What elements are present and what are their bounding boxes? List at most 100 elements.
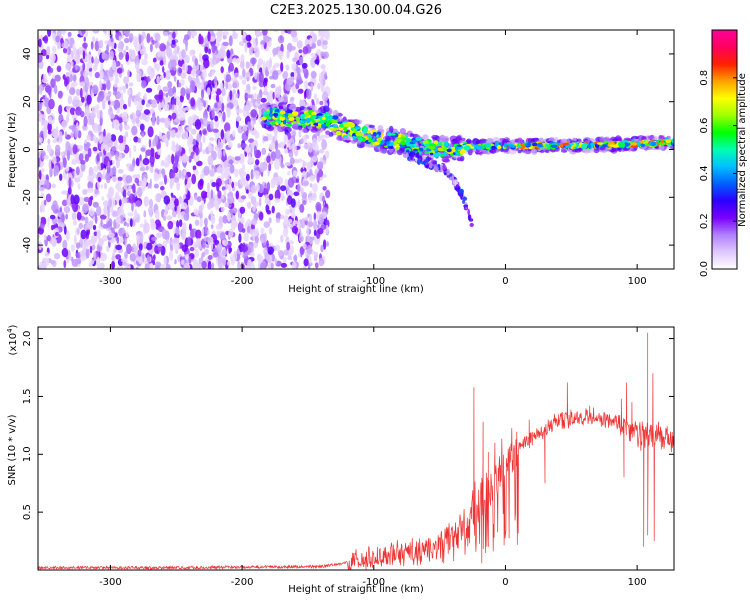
noise-cell: [293, 191, 300, 197]
noise-cell: [86, 94, 92, 105]
noise-cell: [207, 255, 213, 260]
noise-cell: [225, 130, 231, 139]
noise-cell: [118, 135, 124, 144]
noise-cell: [47, 129, 52, 135]
noise-cell: [140, 147, 146, 152]
noise-cell: [241, 54, 244, 63]
noise-cell: [107, 160, 110, 168]
noise-cell: [116, 67, 123, 74]
noise-cell: [43, 154, 49, 160]
noise-cell: [173, 64, 176, 72]
noise-cell: [122, 135, 126, 142]
noise-cell: [292, 170, 298, 177]
noise-cell: [293, 159, 300, 164]
noise-cell: [136, 266, 139, 269]
noise-cell: [54, 74, 61, 82]
noise-cell: [268, 193, 274, 201]
noise-cell: [293, 255, 298, 262]
noise-cell: [252, 57, 255, 67]
noise-cell: [115, 158, 120, 169]
noise-cell: [148, 138, 152, 148]
noise-cell: [165, 96, 171, 102]
trace-cell: [545, 143, 549, 147]
noise-cell: [154, 245, 159, 254]
noise-cell: [88, 166, 94, 177]
noise-cell: [251, 228, 258, 237]
trace-cell: [263, 111, 271, 115]
noise-cell: [245, 71, 251, 82]
noise-cell: [310, 70, 317, 79]
noise-cell: [194, 58, 198, 66]
trace-cell: [352, 135, 357, 140]
noise-cell: [132, 183, 136, 194]
noise-cell: [319, 30, 324, 38]
trace-cell: [641, 135, 647, 141]
noise-cell: [223, 148, 226, 157]
trace-cell: [437, 142, 442, 147]
noise-cell: [273, 62, 280, 68]
noise-cell: [72, 74, 77, 82]
noise-cell: [102, 234, 108, 242]
noise-cell: [38, 38, 42, 48]
trace-cell: [316, 125, 322, 129]
noise-cell: [222, 111, 226, 123]
noise-cell: [172, 237, 180, 244]
noise-cell: [114, 77, 120, 84]
noise-cell: [191, 173, 197, 185]
trace-cell: [331, 115, 339, 120]
noise-cell: [152, 254, 156, 261]
noise-cell: [61, 190, 68, 195]
noise-cell: [65, 62, 72, 71]
trace-cell: [386, 141, 390, 145]
noise-cell: [267, 199, 271, 207]
noise-cell: [143, 109, 151, 115]
noise-cell: [136, 174, 141, 179]
noise-cell: [279, 192, 285, 197]
noise-cell: [79, 250, 86, 257]
noise-cell: [322, 78, 326, 86]
trace-cell: [636, 141, 641, 147]
noise-cell: [239, 41, 245, 46]
noise-cell: [226, 137, 232, 143]
spur-cell: [459, 188, 464, 194]
noise-cell: [102, 167, 106, 177]
noise-cell: [301, 218, 306, 229]
noise-cell: [214, 102, 219, 109]
noise-cell: [92, 224, 97, 231]
noise-cell: [315, 201, 322, 212]
noise-cell: [255, 159, 260, 166]
noise-cell: [80, 160, 86, 165]
spur-cell: [469, 222, 474, 227]
trace-cell: [640, 143, 645, 148]
noise-cell: [82, 62, 86, 71]
noise-cell: [154, 33, 161, 42]
noise-cell: [101, 196, 105, 201]
noise-cell: [171, 140, 175, 147]
noise-cell: [98, 151, 103, 157]
noise-cell: [167, 220, 174, 230]
noise-cell: [194, 219, 200, 226]
noise-cell: [119, 122, 123, 132]
noise-cell: [196, 133, 202, 143]
noise-cell: [87, 147, 92, 158]
noise-cell: [47, 121, 52, 133]
noise-cell: [133, 136, 139, 143]
noise-cell: [150, 99, 158, 105]
trace-cell: [476, 145, 483, 151]
noise-cell: [82, 203, 89, 214]
noise-cell: [291, 130, 297, 137]
noise-cell: [231, 207, 238, 214]
noise-cell: [319, 134, 325, 141]
noise-cell: [221, 171, 224, 182]
noise-cell: [267, 246, 275, 255]
noise-cell: [74, 234, 77, 245]
noise-cell: [173, 118, 181, 123]
noise-cell: [290, 46, 296, 51]
noise-cell: [75, 106, 82, 116]
noise-cell: [208, 48, 211, 55]
noise-cell: [99, 69, 104, 80]
noise-cell: [241, 79, 247, 85]
noise-cell: [250, 109, 257, 118]
noise-cell: [314, 251, 318, 260]
noise-cell: [59, 173, 63, 181]
